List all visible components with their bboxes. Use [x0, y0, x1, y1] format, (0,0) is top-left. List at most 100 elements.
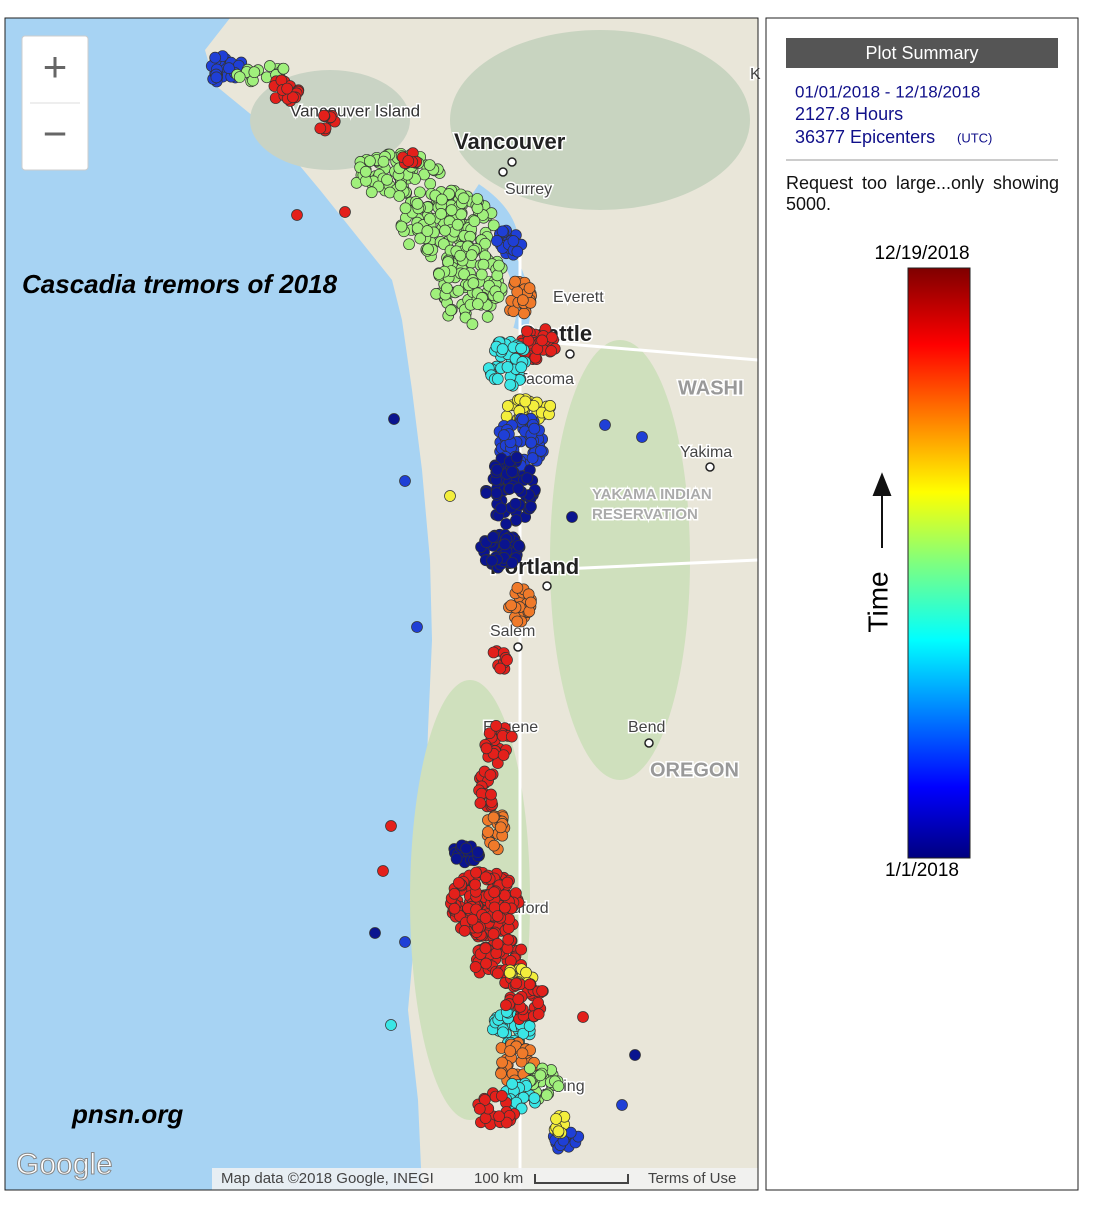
landmass	[205, 18, 758, 1190]
epicenter	[525, 436, 538, 449]
epicenter	[495, 1067, 507, 1080]
epicenter	[518, 307, 530, 320]
epicenter	[482, 826, 494, 838]
epicenter	[485, 788, 497, 801]
epicenter	[498, 538, 511, 551]
epicenter	[402, 155, 415, 167]
epicenter	[511, 582, 524, 594]
epicenter	[471, 846, 484, 858]
epicenter	[435, 208, 447, 220]
epicenter	[399, 936, 411, 948]
epicenter	[534, 1069, 547, 1082]
epicenter	[369, 927, 381, 939]
city-dot	[644, 738, 654, 748]
epicenter	[364, 155, 376, 167]
epicenter	[411, 198, 424, 210]
mountains	[450, 30, 750, 210]
epicenter	[521, 472, 534, 485]
epicenter	[532, 1008, 545, 1020]
epicenter	[506, 1078, 518, 1090]
epicenter	[496, 1090, 508, 1102]
epicenter	[377, 155, 390, 168]
note-box: Request too large...only showing 5000.	[786, 173, 1059, 214]
timezone: (UTC)	[957, 130, 992, 145]
epicenter	[287, 91, 299, 104]
epicenter	[453, 876, 465, 889]
google-logo: Google	[16, 1148, 113, 1181]
epicenter	[500, 518, 512, 530]
place-label: Vancouver Island	[290, 101, 420, 120]
epicenter	[233, 71, 246, 83]
epicenter	[491, 269, 504, 282]
epicenter	[509, 497, 522, 510]
hours: 2127.8 Hours	[795, 104, 903, 124]
place-label: YAKAMA INDIAN	[592, 486, 712, 503]
epicenter	[411, 621, 423, 633]
epicenter	[552, 1080, 565, 1093]
place-label: WASHI	[678, 377, 744, 399]
zoom-in[interactable]: +	[43, 43, 68, 90]
epicenter	[468, 215, 481, 227]
epicenter	[525, 596, 537, 609]
epicenter	[480, 487, 493, 499]
epicenter	[510, 977, 523, 990]
epicenter	[504, 1045, 516, 1057]
epicenter	[502, 933, 515, 946]
epicenter	[388, 413, 400, 425]
epicenter	[515, 361, 528, 374]
epicenter	[377, 865, 389, 877]
epicenter	[505, 730, 518, 743]
epicenter	[277, 62, 290, 75]
attribution: Map data ©2018 Google, INEGI	[221, 1170, 434, 1187]
city-dot	[498, 167, 508, 177]
epicenter	[499, 901, 511, 914]
epicenter	[480, 742, 493, 755]
epicenter	[500, 1116, 513, 1129]
epicenter	[473, 1103, 486, 1115]
epicenter	[445, 304, 457, 317]
epicenter	[460, 842, 473, 855]
epicenter	[535, 445, 547, 457]
epicenter	[513, 539, 525, 552]
epicenter	[493, 259, 505, 272]
epicenter	[339, 206, 351, 218]
place-label: Everett	[553, 289, 604, 306]
epicenter	[365, 186, 378, 199]
epicenter	[399, 475, 411, 487]
epicenter	[466, 913, 479, 926]
place-label: Bend	[628, 719, 665, 736]
epicenter	[395, 179, 407, 192]
epicenter	[441, 282, 453, 295]
epicenter	[314, 122, 327, 135]
epicenter	[566, 511, 578, 523]
epicenter	[507, 235, 520, 247]
epicenter	[491, 235, 503, 247]
epicenter	[541, 1089, 553, 1101]
epicenter	[385, 820, 397, 832]
terms[interactable]: Terms of Use	[648, 1170, 736, 1187]
epicenter	[511, 245, 524, 258]
epicenter	[486, 554, 498, 567]
epicenter	[536, 985, 548, 997]
epicenter	[544, 400, 556, 412]
epicenter	[424, 213, 436, 225]
epicenters	[205, 50, 648, 1155]
city-dot	[542, 581, 552, 591]
epicenter	[512, 993, 525, 1006]
zoom-out[interactable]: −	[43, 110, 68, 157]
epicenter	[448, 902, 461, 915]
epicenter	[515, 943, 528, 956]
epicenter	[525, 500, 537, 513]
epicenter	[501, 876, 514, 889]
epicenter	[491, 373, 504, 385]
epicenter	[487, 928, 500, 940]
epicenter	[488, 839, 500, 852]
epicenter	[505, 599, 518, 612]
place-label: OREGON	[650, 759, 739, 781]
epicenter	[469, 961, 482, 973]
epicenter	[487, 646, 500, 659]
epicenter	[492, 967, 504, 980]
epicenter	[445, 204, 458, 216]
epicenter	[517, 413, 529, 426]
epicenter	[516, 1047, 529, 1060]
